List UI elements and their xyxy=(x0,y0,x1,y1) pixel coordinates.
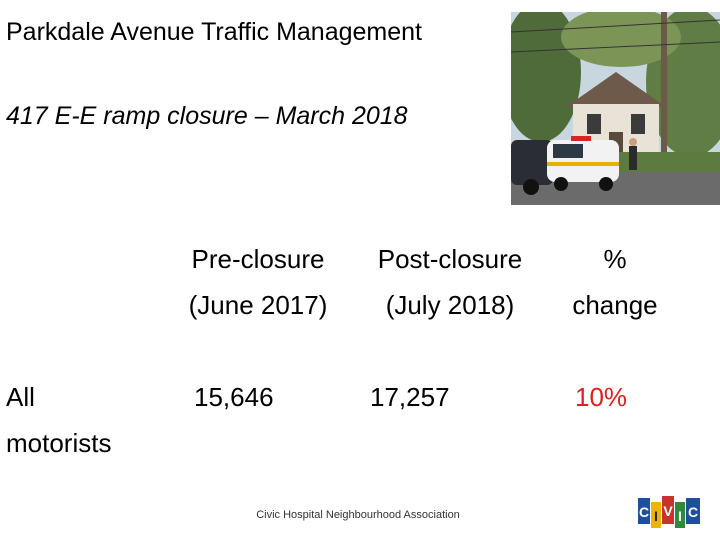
logo-letter-1: C xyxy=(639,504,649,520)
street-photo-icon xyxy=(511,12,720,205)
row-label-all-motorists: All motorists xyxy=(6,374,111,466)
header-pre-closure: Pre-closure (June 2017) xyxy=(172,236,344,328)
logo-letter-2: I xyxy=(654,508,658,524)
logo-letter-3: V xyxy=(663,503,673,519)
slide-title: Parkdale Avenue Traffic Management xyxy=(6,18,423,46)
header-post-closure-line1: Post-closure xyxy=(377,244,523,274)
cell-pre-closure-value: 15,646 xyxy=(194,382,274,412)
cell-percent-change-value: 10% xyxy=(575,382,628,412)
logo-block-3 xyxy=(662,496,674,524)
logo-block-2 xyxy=(651,502,661,528)
header-percent-change-line2: change xyxy=(572,290,658,320)
logo-block-5 xyxy=(686,498,700,524)
header-post-closure-line2: (July 2018) xyxy=(385,290,515,320)
header-pre-closure-line1: Pre-closure xyxy=(191,244,325,274)
row-label-line2: motorists xyxy=(6,428,112,458)
logo-block-1 xyxy=(638,498,650,524)
slide-subtitle: 417 E-E ramp closure – March 2018 xyxy=(6,102,408,130)
logo-block-4 xyxy=(675,502,685,528)
header-pre-closure-line2: (June 2017) xyxy=(188,290,328,320)
logo-letter-5: C xyxy=(688,504,698,520)
civic-logo: C I V I C xyxy=(636,492,706,532)
slide-footer: Civic Hospital Neighbourhood Association xyxy=(256,509,460,521)
cell-post-closure-value: 17,257 xyxy=(370,382,450,412)
street-photo xyxy=(511,12,720,205)
header-percent-change: % change xyxy=(560,236,670,328)
row-label-line1: All xyxy=(6,382,35,412)
logo-letter-4: I xyxy=(678,508,682,524)
header-percent-change-line1: % xyxy=(603,244,627,274)
header-post-closure: Post-closure (July 2018) xyxy=(360,236,540,328)
